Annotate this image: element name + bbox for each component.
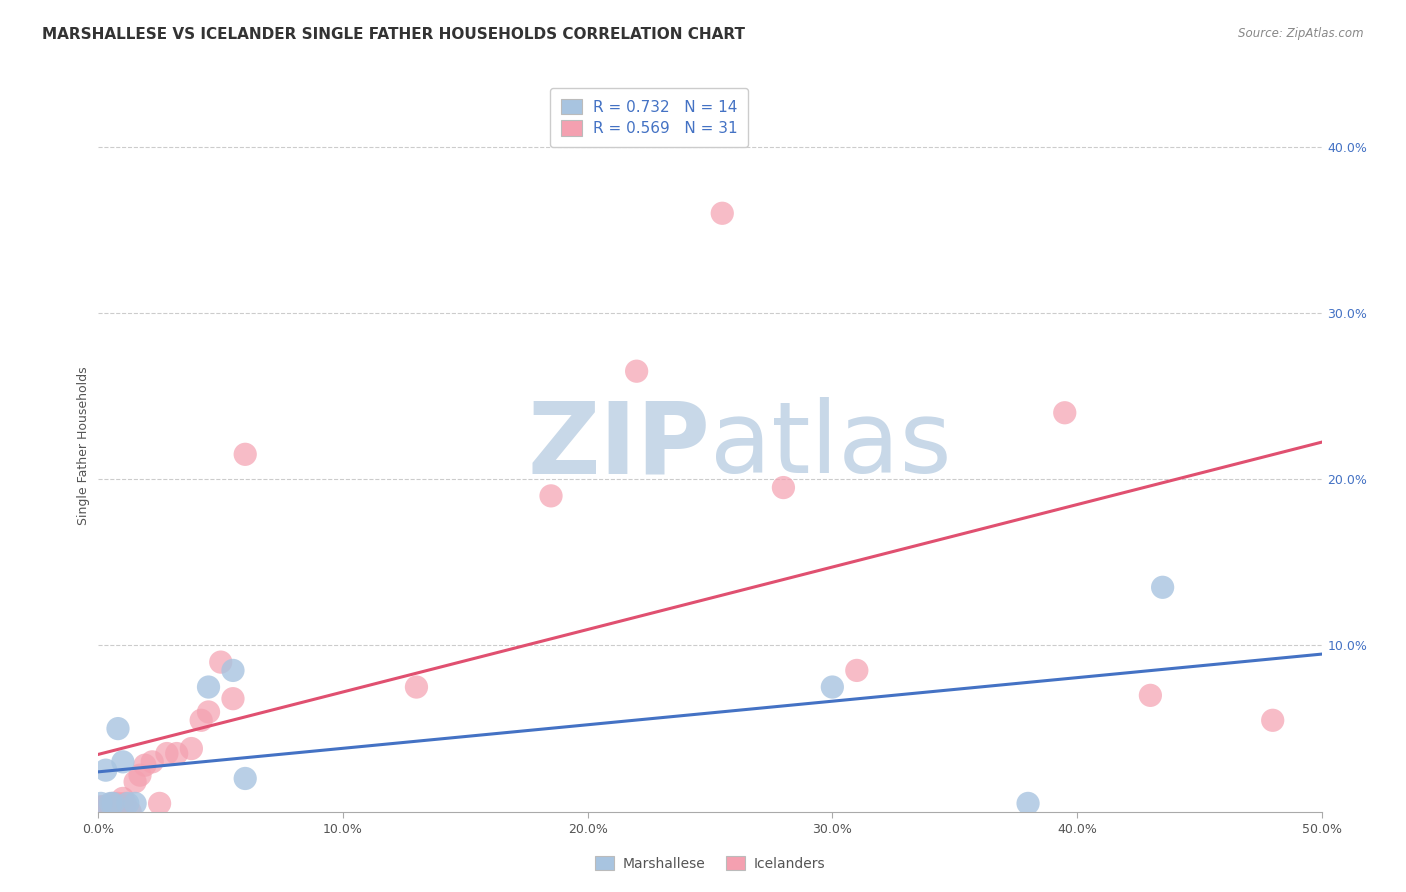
Point (209, 655, 232, 669)
Point (107, 722, 129, 736)
Text: Source: ZipAtlas.com: Source: ZipAtlas.com (1239, 27, 1364, 40)
Point (540, 489, 562, 503)
Point (100, 799, 122, 814)
Point (91, 799, 114, 814)
Point (129, 768, 152, 782)
Point (114, 797, 136, 811)
Point (120, 805, 142, 819)
Point (156, 747, 179, 761)
Y-axis label: Single Father Households: Single Father Households (77, 367, 90, 525)
Point (197, 705, 219, 719)
Point (197, 680, 219, 694)
Point (772, 481, 794, 495)
Point (405, 680, 427, 694)
Point (111, 791, 134, 805)
Point (101, 797, 124, 811)
Point (626, 364, 648, 378)
Point (222, 664, 245, 678)
Point (1139, 689, 1161, 703)
Point (111, 755, 134, 769)
Point (124, 774, 146, 789)
Point (90, 797, 112, 811)
Point (711, 206, 734, 220)
Text: MARSHALLESE VS ICELANDER SINGLE FATHER HOUSEHOLDS CORRELATION CHART: MARSHALLESE VS ICELANDER SINGLE FATHER H… (42, 27, 745, 42)
Point (166, 747, 188, 761)
Point (100, 797, 122, 811)
Point (845, 664, 868, 678)
Point (117, 797, 139, 811)
Point (149, 797, 172, 811)
Legend: Marshallese, Icelanders: Marshallese, Icelanders (588, 849, 832, 878)
Point (1053, 406, 1076, 420)
Point (233, 772, 256, 786)
Point (97, 799, 120, 814)
Point (90, 799, 112, 814)
Point (1152, 580, 1174, 594)
Point (233, 447, 256, 461)
Point (94, 763, 117, 777)
Point (141, 755, 163, 769)
Point (124, 797, 146, 811)
Point (180, 741, 202, 756)
Point (107, 797, 129, 811)
Point (190, 714, 212, 728)
Text: atlas: atlas (710, 398, 952, 494)
Point (821, 680, 844, 694)
Text: ZIP: ZIP (527, 398, 710, 494)
Point (1261, 714, 1284, 728)
Point (134, 758, 156, 772)
Point (101, 797, 124, 811)
Point (222, 691, 245, 706)
Point (1017, 797, 1039, 811)
